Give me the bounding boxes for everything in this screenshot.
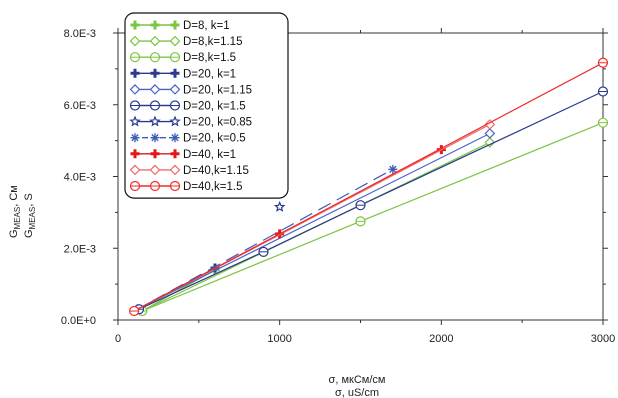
legend-label: D=20, k=1.15 [183, 84, 252, 96]
legend-box [124, 12, 289, 199]
series-line [137, 132, 491, 310]
data-point [129, 100, 141, 111]
y-axis-title-en: GMEAS, S [23, 193, 37, 238]
data-point [150, 133, 160, 143]
data-point [149, 115, 161, 127]
legend-entry: D=8, k=1 [130, 20, 230, 32]
data-point [150, 149, 160, 159]
legend-label: D=20, k=1.5 [183, 101, 246, 113]
legend-entry: D=40,k=1.5 [129, 180, 242, 193]
legend-entry: D=20, k=0.5 [130, 133, 246, 145]
data-point [258, 246, 269, 257]
data-point [149, 180, 161, 192]
data-point [129, 52, 141, 63]
data-point [129, 115, 141, 127]
data-point [169, 35, 181, 47]
legend-label: D=20, k=1 [183, 68, 236, 80]
data-point [149, 52, 161, 63]
data-point [129, 180, 141, 192]
legend-entry: D=8,k=1.5 [129, 52, 236, 64]
data-point [169, 164, 181, 176]
legend-entry: D=20, k=1.15 [129, 84, 252, 96]
data-point [170, 68, 180, 78]
data-point [130, 149, 140, 159]
data-point [597, 86, 609, 97]
data-point [355, 200, 366, 211]
legend-label: D=8,k=1.5 [183, 52, 236, 64]
data-point [129, 35, 141, 47]
data-point [597, 57, 609, 68]
legend-entry: D=8,k=1.15 [129, 35, 242, 48]
legend-entry: D=20, k=0.85 [129, 115, 252, 129]
x-axis-title-en: σ, uS/cm [335, 387, 379, 398]
data-point [149, 100, 161, 111]
data-point [169, 180, 181, 192]
data-point [150, 68, 160, 78]
legend-entry: D=40, k=1 [130, 149, 236, 161]
y-tick-label: 4.0E-3 [64, 172, 96, 184]
series [129, 57, 609, 317]
legend-label: D=8, k=1 [183, 20, 230, 32]
data-point [484, 119, 496, 130]
data-point [597, 117, 609, 128]
legend-label: D=20, k=0.5 [183, 133, 246, 145]
tick-labels: 0 1000 2000 3000 0.0E+0 2.0E-3 4.0E-3 6.0E-3 8.0… [61, 28, 615, 345]
legend-entry: D=20, k=1.5 [129, 100, 246, 113]
y-tick-label: 8.0E-3 [64, 28, 96, 40]
legend-label: D=8,k=1.15 [183, 36, 242, 48]
y-tick-label: 0.0E+0 [61, 315, 96, 327]
data-point [169, 84, 181, 95]
legend-label: D=20, k=0.85 [183, 117, 252, 129]
legend-label: D=40,k=1.5 [183, 181, 242, 193]
data-point [388, 164, 398, 174]
data-point [169, 52, 181, 63]
x-tick-label: 2000 [429, 333, 453, 345]
x-axis-title: σ, мкСм/см [329, 374, 386, 386]
data-point [149, 164, 161, 176]
series-line [133, 168, 394, 312]
data-point [149, 35, 161, 47]
legend-label: D=40, k=1 [183, 149, 236, 161]
legend-entry: D=40,k=1.15 [129, 164, 249, 177]
data-point [130, 68, 140, 78]
legend-label: D=40,k=1.15 [183, 165, 249, 177]
data-point [170, 149, 180, 159]
data-point [169, 115, 181, 127]
data-point [130, 20, 140, 30]
data-point [484, 137, 496, 148]
data-point [129, 164, 141, 176]
series-line [133, 62, 604, 312]
y-tick-label: 6.0E-3 [64, 100, 96, 112]
y-axis-title: GMEAS, См [8, 185, 22, 238]
data-point [355, 216, 366, 227]
y-tick-label: 2.0E-3 [64, 243, 96, 255]
data-point [150, 20, 160, 30]
x-tick-label: 3000 [591, 333, 615, 345]
data-point [129, 305, 140, 317]
data-point [484, 128, 496, 139]
x-tick-label: 1000 [267, 333, 291, 345]
data-point [170, 20, 180, 30]
x-tick-label: 0 [115, 333, 121, 345]
data-point [170, 133, 180, 143]
legend-entry: D=20, k=1 [130, 68, 236, 80]
data-point [149, 84, 161, 95]
legend: D=8, k=1 D=8,k=1.15 D=8,k=1.5 D=20, k=1 D=20… [124, 12, 289, 199]
data-point [130, 133, 140, 143]
series-line [138, 90, 604, 310]
data-point [169, 100, 181, 111]
data-point [129, 84, 141, 95]
series [273, 200, 286, 212]
data-point [273, 200, 286, 212]
series-layer [128, 57, 609, 317]
